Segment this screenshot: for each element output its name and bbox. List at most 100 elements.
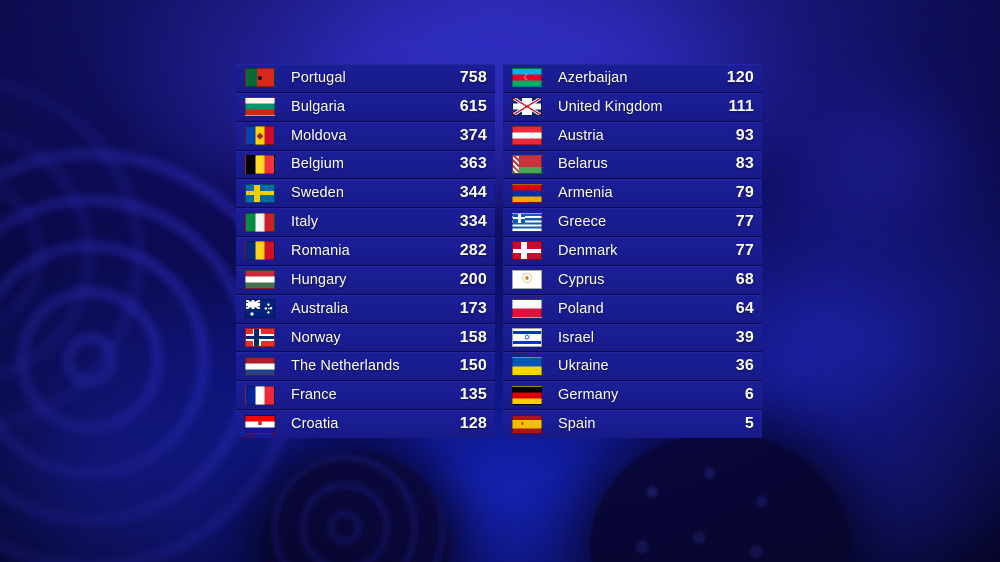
points-value: 5 <box>744 415 754 433</box>
points-value: 83 <box>735 155 754 173</box>
points-value: 111 <box>728 97 754 115</box>
cyprus-flag: ⦿ <box>512 270 542 290</box>
armenia-flag <box>512 183 542 203</box>
southern-cross-stars <box>260 301 273 317</box>
belgium-flag <box>245 154 275 174</box>
country-name: Denmark <box>558 242 618 259</box>
italy-flag <box>245 212 275 232</box>
points-value: 200 <box>459 270 487 288</box>
greek-cross-canton <box>513 213 526 224</box>
country-name: France <box>291 387 337 404</box>
points-value: 64 <box>735 299 754 317</box>
points-value: 150 <box>459 357 487 375</box>
table-row[interactable]: ■ Croatia 128 <box>236 410 495 438</box>
country-name: Australia <box>291 300 349 317</box>
points-value: 363 <box>459 155 487 173</box>
light-blob-right-lower <box>810 430 990 562</box>
country-name: Belgium <box>291 156 345 173</box>
table-row[interactable]: Greece 77 <box>503 208 762 238</box>
table-row[interactable]: Belarus 83 <box>503 150 762 180</box>
table-row[interactable]: Germany 6 <box>503 381 762 411</box>
blue-cross-vertical <box>254 329 260 347</box>
austria-flag <box>512 126 542 146</box>
united-kingdom-flag <box>512 97 542 117</box>
scoreboard-right-column: ☾ Azerbaijan 120 United Kingdom 111 Aust… <box>503 64 762 438</box>
table-row[interactable]: Denmark 77 <box>503 237 762 266</box>
country-name: Israel <box>558 329 595 346</box>
country-name: Italy <box>291 214 319 231</box>
table-row[interactable]: ⦿ Cyprus 68 <box>503 265 762 295</box>
table-row[interactable]: France 135 <box>236 381 495 411</box>
country-name: Greece <box>558 214 607 231</box>
table-row[interactable]: Armenia 79 <box>503 179 762 209</box>
dotted-sphere-decoration <box>590 432 850 562</box>
table-row[interactable]: Hungary 200 <box>236 265 495 295</box>
light-blob-right-upper <box>810 90 960 210</box>
points-value: 77 <box>735 241 754 259</box>
hungary-flag <box>245 270 275 290</box>
greece-flag <box>512 212 542 232</box>
points-value: 158 <box>459 328 487 346</box>
light-blob-left-lower <box>20 430 220 562</box>
country-name: Croatia <box>291 416 339 433</box>
table-row[interactable]: ● Portugal 758 <box>236 64 495 93</box>
country-name: Romania <box>291 242 350 259</box>
country-name: Ukraine <box>558 358 609 375</box>
country-name: United Kingdom <box>558 98 663 115</box>
netherlands-flag <box>245 356 275 376</box>
table-row[interactable]: Ukraine 36 <box>503 352 762 382</box>
points-value: 6 <box>744 386 754 404</box>
table-row[interactable]: United Kingdom 111 <box>503 92 762 122</box>
country-name: Poland <box>558 300 604 317</box>
union-jack-canton <box>246 300 260 309</box>
poland-flag <box>512 299 542 319</box>
table-row[interactable]: ✡ Israel 39 <box>503 323 762 353</box>
scoreboard-left-column: ● Portugal 758 Bulgaria 615 ◆ Moldova 37… <box>236 64 495 438</box>
table-row[interactable]: ◐ Spain 5 <box>503 410 762 438</box>
table-row[interactable]: Bulgaria 615 <box>236 92 495 122</box>
table-row[interactable]: The Netherlands 150 <box>236 352 495 382</box>
country-name: Cyprus <box>558 271 605 288</box>
spain-flag: ◐ <box>512 414 542 434</box>
points-value: 334 <box>459 213 487 231</box>
country-name: Germany <box>558 387 619 404</box>
country-name: Hungary <box>291 271 347 288</box>
light-blob-right-middle <box>750 300 880 410</box>
points-value: 36 <box>735 357 754 375</box>
light-blob-bottom <box>400 442 720 562</box>
country-name: Bulgaria <box>291 98 345 115</box>
australia-flag <box>245 299 275 319</box>
table-row[interactable]: Italy 334 <box>236 208 495 238</box>
table-row[interactable]: Norway 158 <box>236 323 495 353</box>
table-row[interactable]: Australia 173 <box>236 294 495 324</box>
country-name: Azerbaijan <box>558 69 628 86</box>
belarus-flag <box>512 154 542 174</box>
points-value: 39 <box>735 328 754 346</box>
country-name: Belarus <box>558 156 608 173</box>
table-row[interactable]: Romania 282 <box>236 237 495 266</box>
results-scoreboard: ● Portugal 758 Bulgaria 615 ◆ Moldova 37… <box>236 64 765 438</box>
table-row[interactable]: ☾ Azerbaijan 120 <box>503 64 762 93</box>
table-row[interactable]: Belgium 363 <box>236 150 495 180</box>
points-value: 344 <box>459 184 487 202</box>
points-value: 77 <box>735 213 754 231</box>
points-value: 93 <box>735 126 754 144</box>
points-value: 173 <box>459 299 487 317</box>
croatia-flag: ■ <box>245 414 275 434</box>
denmark-flag <box>512 241 542 261</box>
table-row[interactable]: ◆ Moldova 374 <box>236 121 495 151</box>
country-name: Norway <box>291 329 341 346</box>
table-row[interactable]: Austria 93 <box>503 121 762 151</box>
bulgaria-flag <box>245 97 275 117</box>
commonwealth-star <box>250 311 255 316</box>
country-name: Sweden <box>291 185 344 202</box>
germany-flag <box>512 385 542 405</box>
table-row[interactable]: Poland 64 <box>503 294 762 324</box>
table-row[interactable]: Sweden 344 <box>236 179 495 209</box>
country-name: Austria <box>558 127 604 144</box>
points-value: 758 <box>459 68 487 86</box>
ukraine-flag <box>512 356 542 376</box>
points-value: 68 <box>735 270 754 288</box>
ringed-sphere-decoration <box>262 452 450 562</box>
country-name: The Netherlands <box>291 358 400 375</box>
